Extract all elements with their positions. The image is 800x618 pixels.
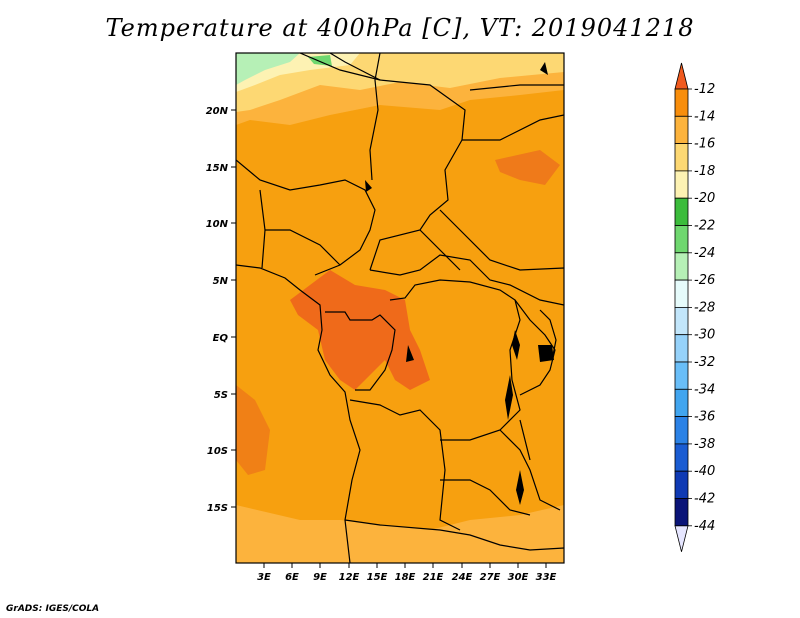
lon-tick-label: 21E xyxy=(423,572,444,583)
temperature-zone-north-green xyxy=(236,53,300,85)
colorbar-label: -30 xyxy=(694,328,715,343)
temperature-zone-warm xyxy=(290,270,430,390)
colorbar-swatch xyxy=(674,279,689,308)
lon-tick-label: 24E xyxy=(452,572,473,583)
lon-tick-label: 6E xyxy=(285,572,299,583)
lon-tick-label: 12E xyxy=(339,572,360,583)
colorbar-label: -18 xyxy=(694,164,715,179)
colorbar-swatch xyxy=(674,470,689,499)
colorbar-swatch xyxy=(674,498,689,527)
colorbar-label: -26 xyxy=(694,273,715,288)
lat-tick-label: 15N xyxy=(206,163,229,174)
colorbar-label: -40 xyxy=(694,464,715,479)
colorbar-label: -28 xyxy=(694,300,715,315)
colorbar-arrow-top xyxy=(674,62,689,90)
colorbar-swatch xyxy=(674,416,689,445)
colorbar-swatch xyxy=(674,443,689,472)
lat-tick-label: 20N xyxy=(206,106,229,117)
colorbar-label: -36 xyxy=(694,410,715,425)
lat-tick-label: 5S xyxy=(214,390,228,401)
temperature-zone-north-green-dark xyxy=(308,55,332,66)
lon-tick-label: 15E xyxy=(367,572,388,583)
map-frame xyxy=(235,52,565,564)
lon-tick-label: 30E xyxy=(508,572,529,583)
temperature-zone-south xyxy=(236,505,564,563)
colorbar-label: -12 xyxy=(694,82,715,97)
colorbar-swatch xyxy=(674,197,689,226)
colorbar-swatch xyxy=(674,170,689,199)
colorbar-label: -38 xyxy=(694,437,715,452)
map-title: Temperature at 400hPa [C], VT: 201904121… xyxy=(105,14,695,42)
colorbar-swatch xyxy=(674,306,689,336)
temperature-zone-warm-east xyxy=(495,150,560,185)
colorbar-arrow-bottom xyxy=(674,525,689,552)
colorbar-swatch xyxy=(674,388,689,417)
colorbar-label: -34 xyxy=(694,382,715,397)
lon-tick-label: 9E xyxy=(313,572,327,583)
map-panel xyxy=(236,53,564,563)
lat-tick-label: 10N xyxy=(206,219,229,230)
colorbar-label: -32 xyxy=(694,355,715,370)
lat-tick-label: EQ xyxy=(213,333,229,344)
latitude-axis: 20N 15N 10N 5N EQ 5S 10S 15S xyxy=(206,106,236,514)
colorbar-label: -24 xyxy=(694,246,715,261)
colorbar-label: -22 xyxy=(694,219,715,234)
lon-tick-label: 27E xyxy=(480,572,501,583)
colorbar-swatch xyxy=(674,143,689,172)
country-borders xyxy=(236,53,564,563)
colorbar-swatch xyxy=(674,334,689,363)
colorbar-swatch xyxy=(674,252,689,281)
lat-tick-label: 15S xyxy=(207,503,228,514)
lakes xyxy=(365,62,554,505)
colorbar-label: -42 xyxy=(694,492,715,507)
colorbar-swatch xyxy=(674,88,689,117)
lon-tick-label: 33E xyxy=(536,572,557,583)
colorbar-swatch xyxy=(674,361,689,390)
temperature-zone-warm-southwest xyxy=(236,385,270,475)
colorbar-label: -20 xyxy=(694,191,715,206)
colorbar-label: -44 xyxy=(694,519,715,534)
lat-tick-label: 10S xyxy=(207,446,228,457)
colorbar-swatch xyxy=(674,225,689,254)
lat-tick-label: 5N xyxy=(213,276,229,287)
lon-tick-label: 3E xyxy=(257,572,271,583)
credit-text: GrADS: IGES/COLA xyxy=(6,604,100,614)
colorbar-label: -14 xyxy=(694,109,715,124)
colorbar-label: -16 xyxy=(694,137,715,152)
colorbar-swatch xyxy=(674,115,689,145)
longitude-axis: 3E 6E 9E 12E 15E 18E 21E 24E 27E 30E 33E xyxy=(257,563,557,583)
lon-tick-label: 18E xyxy=(395,572,416,583)
colorbar: -12 -14 -16 -18 -20 -22 -24 -26 -28 -30 -32 -34 -36 -… xyxy=(674,62,715,552)
